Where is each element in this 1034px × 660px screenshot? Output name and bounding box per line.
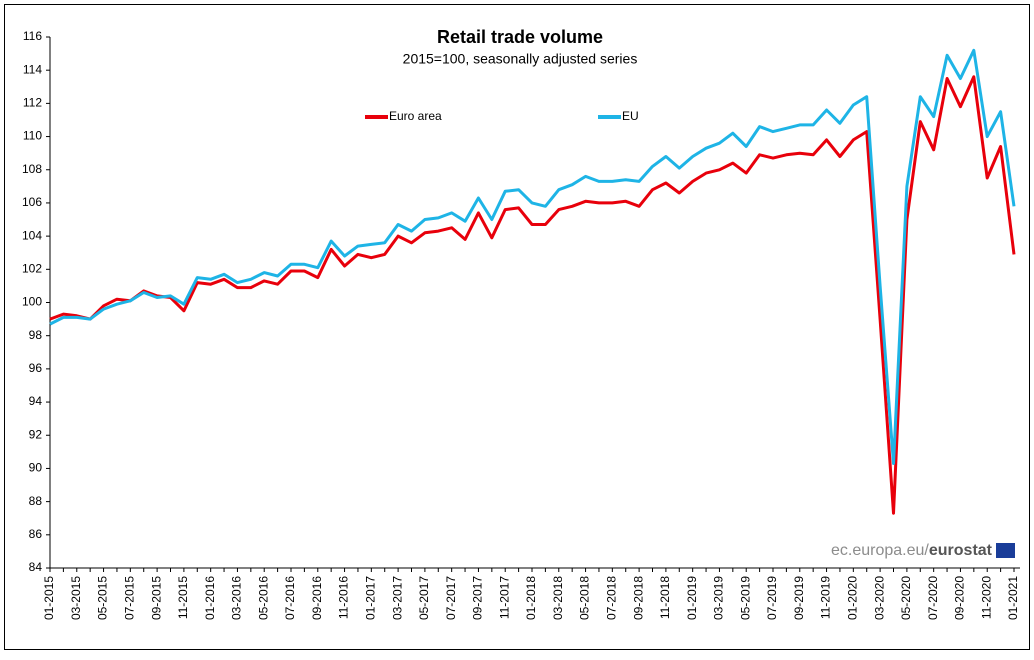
y-tick-label: 110 [23,129,42,143]
y-tick-label: 102 [22,261,42,275]
x-tick-label: 05-2018 [578,576,592,620]
x-tick-label: 05-2017 [417,576,431,620]
y-tick-label: 98 [29,328,43,342]
x-tick-label: 07-2015 [123,576,137,620]
x-tick-label: 03-2017 [390,576,404,620]
y-tick-label: 114 [23,62,42,76]
x-tick-label: 01-2018 [524,576,538,620]
x-tick-label: 03-2018 [551,576,565,620]
x-tick-label: 11-2019 [819,576,833,619]
y-tick-label: 116 [23,29,42,43]
x-tick-label: 09-2015 [149,576,163,620]
x-tick-label: 07-2020 [926,576,940,620]
y-tick-label: 90 [29,461,43,475]
x-tick-label: 09-2019 [792,576,806,620]
x-tick-label: 03-2020 [872,576,886,620]
watermark: ec.europa.eu/ eurostat [831,542,1015,559]
watermark-brand: eurostat [929,542,993,559]
x-tick-label: 01-2020 [846,576,860,620]
x-tick-label: 11-2015 [176,576,190,619]
y-tick-label: 104 [22,228,42,242]
x-tick-label: 05-2020 [899,576,913,620]
y-tick-label: 112 [23,96,42,110]
chart-title: Retail trade volume [437,27,603,47]
x-tick-label: 03-2019 [712,576,726,620]
x-tick-label: 05-2015 [96,576,110,620]
x-tick-label: 07-2019 [765,576,779,620]
series-line [49,48,1016,465]
eu-flag [996,543,1015,558]
y-tick-label: 96 [29,361,43,375]
y-tick-label: 106 [22,195,42,209]
x-tick-label: 07-2016 [283,576,297,620]
x-tick-label: 09-2016 [310,576,324,620]
x-tick-label: 05-2016 [256,576,270,620]
y-tick-label: 84 [29,560,43,574]
chart-subtitle: 2015=100, seasonally adjusted series [403,51,638,67]
x-tick-label: 09-2018 [631,576,645,620]
frame [4,4,1030,650]
x-tick-label: 03-2016 [230,576,244,620]
y-tick-label: 86 [29,527,43,541]
x-tick-label: 05-2019 [738,576,752,620]
x-tick-label: 03-2015 [69,576,83,620]
x-tick-label: 11-2020 [979,576,993,619]
watermark-site: ec.europa.eu/ [831,542,929,559]
y-tick-label: 92 [29,427,43,441]
x-tick-label: 01-2015 [42,576,56,620]
x-tick-label: 09-2020 [953,576,967,620]
y-tick-label: 100 [22,295,42,309]
y-tick-label: 94 [29,394,43,408]
x-tick-label: 01-2021 [1006,576,1020,620]
x-tick-label: 11-2018 [658,576,672,619]
x-tick-label: 01-2019 [685,576,699,620]
x-tick-label: 01-2016 [203,576,217,620]
x-tick-label: 07-2018 [605,576,619,620]
y-tick-label: 108 [22,162,42,176]
x-tick-label: 01-2017 [364,576,378,620]
y-tick-label: 88 [29,494,43,508]
legend-label: EU [622,109,639,123]
series-line [49,75,1016,515]
legend-label: Euro area [389,109,442,123]
x-tick-label: 11-2017 [497,576,511,619]
x-tick-label: 07-2017 [444,576,458,620]
x-tick-label: 11-2016 [337,576,351,619]
x-tick-label: 09-2017 [471,576,485,620]
